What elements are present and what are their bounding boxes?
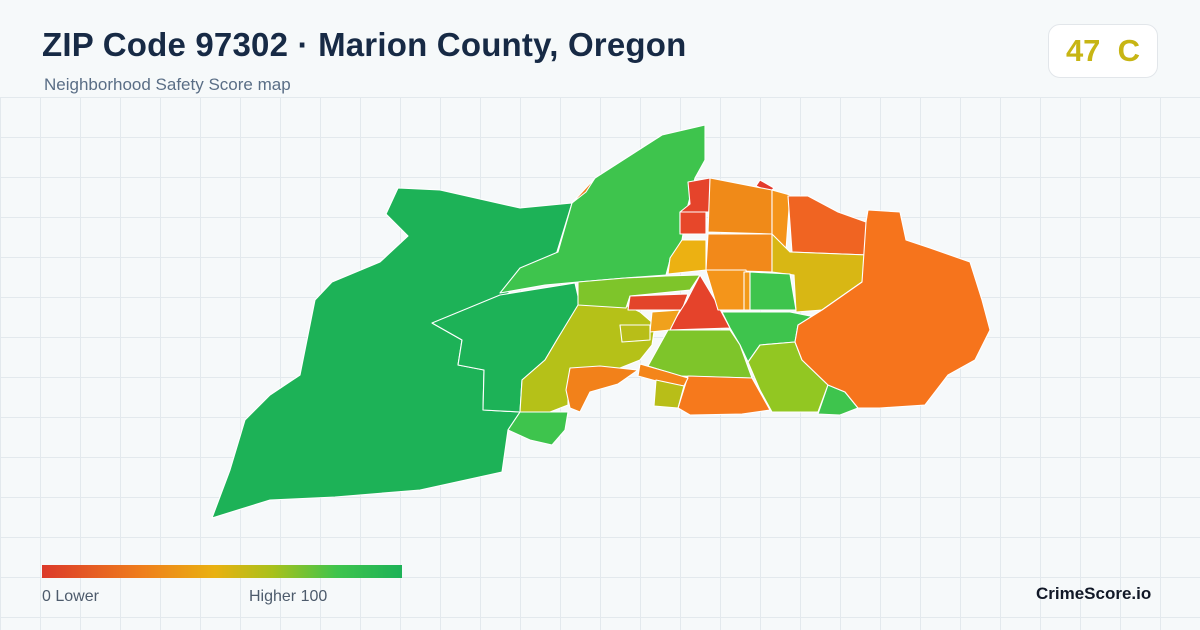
map-region-southwest-orange[interactable] (565, 365, 639, 413)
map-region-center-strip-green[interactable] (577, 274, 701, 309)
map-region-north-edge-sliver[interactable] (571, 177, 596, 204)
map-region-north-yellow[interactable] (667, 239, 707, 275)
page-subtitle: Neighborhood Safety Score map (44, 75, 291, 94)
map-region-north-red-notch[interactable] (679, 211, 707, 235)
map-region-south-small-yellowgreen[interactable] (653, 379, 685, 409)
map-region-center-green[interactable] (749, 271, 797, 311)
map-region-north-orange-strip[interactable] (743, 271, 751, 311)
page-title: ZIP Code 97302 · Marion County, Oregon (42, 26, 687, 63)
legend-max-label: Higher 100 (249, 588, 328, 605)
map-region-center-small-yellow[interactable] (619, 324, 651, 343)
legend-min-label: 0 Lower (42, 588, 99, 605)
map-region-center-red-bar[interactable] (627, 293, 689, 311)
map-region-north-orange-3[interactable] (705, 233, 773, 273)
brand-logo-text[interactable]: CrimeScore.io (1036, 584, 1152, 603)
map-region-south-bump[interactable] (507, 411, 569, 446)
map-region-center-red-triangle[interactable] (667, 274, 731, 331)
map-region-northeast-red-orange[interactable] (787, 195, 869, 256)
map-region-east-orange-large[interactable] (794, 209, 991, 409)
safety-score-badge: 47 C (1048, 24, 1158, 78)
legend-gradient-bar (42, 565, 402, 578)
